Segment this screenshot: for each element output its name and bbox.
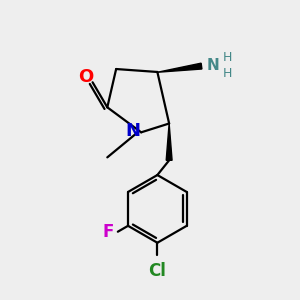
Text: N: N	[207, 58, 220, 73]
Text: O: O	[79, 68, 94, 86]
Polygon shape	[166, 124, 172, 160]
Text: Cl: Cl	[148, 262, 166, 280]
Text: F: F	[103, 223, 114, 241]
Text: N: N	[125, 122, 140, 140]
Text: H: H	[223, 67, 232, 80]
Polygon shape	[158, 63, 202, 72]
Text: H: H	[223, 51, 232, 64]
